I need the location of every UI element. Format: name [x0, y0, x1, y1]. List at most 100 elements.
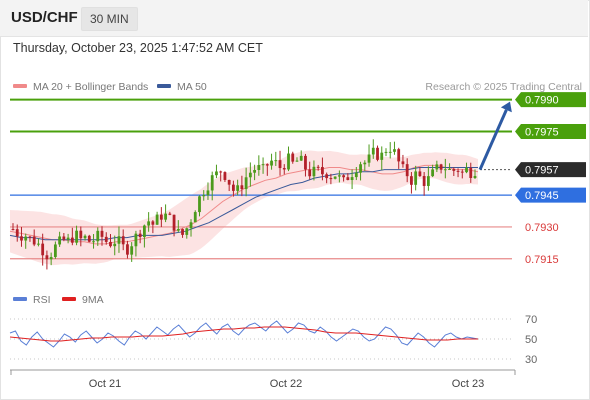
candle-body — [295, 160, 299, 162]
candle — [66, 233, 70, 244]
candle-body — [443, 169, 447, 171]
candle-body — [121, 236, 125, 245]
level-label-0.7930: 0.7930 — [525, 222, 559, 234]
candle-body — [147, 221, 151, 226]
candle — [350, 169, 354, 190]
candle-body — [257, 165, 261, 170]
candle-body — [206, 190, 210, 196]
candle — [189, 219, 193, 237]
candle — [367, 144, 371, 167]
candle — [397, 147, 401, 169]
candle-body — [100, 230, 104, 237]
candle-body — [96, 230, 100, 242]
candle-body — [75, 230, 78, 243]
rsi-line — [9, 320, 479, 348]
candle — [151, 220, 155, 234]
candle — [104, 232, 108, 245]
candle-body — [371, 147, 375, 155]
candle-body — [350, 177, 354, 181]
candle — [58, 231, 62, 247]
candle — [443, 158, 447, 179]
candle — [32, 229, 36, 247]
candle — [11, 223, 15, 231]
candle-body — [126, 244, 129, 255]
candle — [172, 214, 176, 237]
forecast-arrow-head — [500, 101, 512, 113]
candle-body — [388, 151, 392, 153]
candle — [469, 162, 473, 183]
candle-body — [164, 213, 167, 220]
candle-body — [460, 171, 464, 173]
candle — [291, 151, 295, 164]
candle-body — [159, 214, 163, 220]
candle — [465, 162, 468, 174]
candle — [134, 230, 138, 257]
candle-body — [223, 172, 227, 180]
level-tag-0.7990 — [515, 92, 586, 108]
level-tag-0.7975 — [515, 123, 586, 139]
candle-body — [418, 171, 422, 177]
candle-body — [278, 160, 282, 169]
legend-rsi-swatch — [13, 297, 27, 302]
candle-body — [363, 162, 367, 165]
candle — [287, 146, 290, 172]
candle — [20, 226, 23, 247]
candle — [53, 241, 57, 259]
levels-layer — [10, 98, 512, 260]
interval-button[interactable]: 30 MIN — [81, 7, 138, 31]
candle — [304, 153, 307, 177]
candle-body — [87, 235, 91, 242]
candle-body — [20, 236, 23, 241]
candle-body — [11, 229, 15, 231]
candle — [202, 190, 206, 201]
candle — [109, 234, 112, 248]
candle — [244, 167, 248, 197]
candle-body — [53, 244, 57, 258]
candle-body — [333, 176, 337, 179]
candle — [460, 169, 464, 179]
candle — [414, 165, 418, 191]
candle-body — [473, 175, 477, 178]
forecast-arrow-shaft — [478, 109, 508, 171]
candle — [96, 227, 100, 246]
candle-body — [346, 177, 350, 181]
candle-body — [28, 236, 32, 238]
candle — [70, 227, 74, 246]
candle — [79, 226, 83, 247]
candle — [138, 229, 142, 244]
candle-body — [401, 161, 405, 165]
candle — [359, 161, 362, 181]
legend-9ma: 9MA — [62, 294, 104, 306]
candle-body — [282, 168, 286, 170]
candle — [333, 176, 337, 180]
legend-rsi-label: RSI — [33, 294, 51, 306]
candle — [308, 161, 312, 180]
candle — [265, 163, 269, 176]
candle-body — [380, 152, 384, 160]
candle-body — [142, 225, 146, 237]
candle — [261, 157, 265, 174]
candle-body — [66, 237, 70, 240]
candle — [422, 172, 426, 196]
candle-body — [215, 171, 218, 176]
candle-body — [232, 184, 235, 191]
candle-body — [329, 178, 333, 180]
candle-body — [109, 241, 112, 247]
candle-body — [244, 177, 248, 190]
candle — [28, 235, 32, 242]
candle-body — [189, 222, 193, 229]
candle — [164, 204, 167, 223]
legend-ma20-bollinger: MA 20 + Bollinger Bands — [13, 81, 148, 93]
candle — [87, 234, 91, 243]
candle-body — [117, 236, 121, 244]
candle-body — [113, 243, 117, 247]
candle — [456, 168, 460, 178]
candle-body — [130, 246, 134, 255]
candle — [206, 182, 210, 200]
candle-body — [337, 175, 341, 177]
candle — [371, 139, 375, 159]
candle — [45, 250, 49, 270]
candle — [159, 207, 163, 228]
candle-body — [253, 169, 256, 173]
